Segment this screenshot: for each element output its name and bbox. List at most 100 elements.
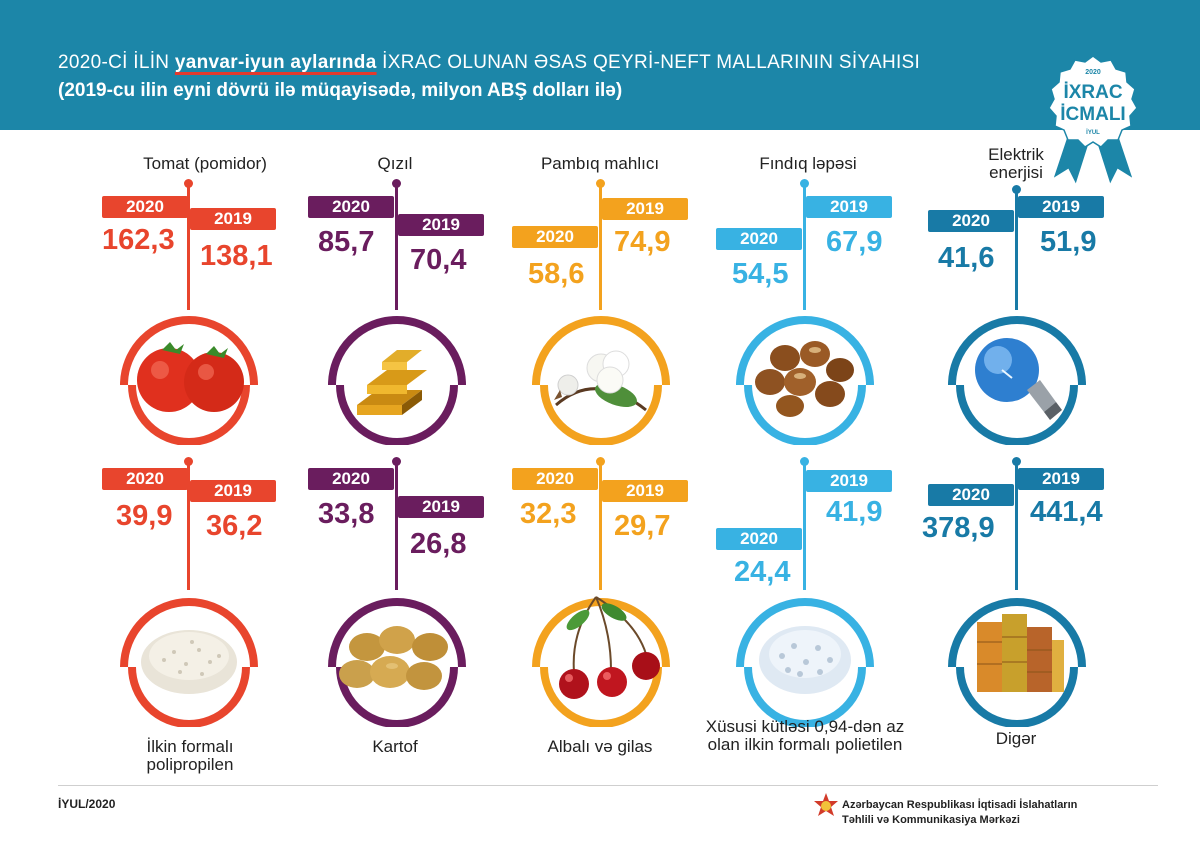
connector-dot (392, 457, 401, 466)
year-2020-label: 2020 (308, 196, 394, 218)
value-2019: 67,9 (826, 226, 883, 258)
connector-line (599, 464, 602, 590)
gold-bars-icon (357, 350, 427, 415)
connector-line (1015, 192, 1018, 310)
potato-gauge (328, 598, 466, 727)
badge-month: İYUL (1086, 129, 1100, 136)
year-2019-label: 2019 (806, 196, 892, 218)
cotton-gauge (532, 316, 670, 445)
connector-dot (596, 457, 605, 466)
value-2019: 70,4 (410, 244, 467, 276)
containers-icon (977, 614, 1064, 692)
product-name-polypropylene: İlkin formalı polipropilen (146, 737, 234, 774)
tomato-icon (137, 342, 244, 412)
emblem-icon (814, 793, 838, 816)
value-2019: 36,2 (206, 510, 263, 542)
value-2019: 441,4 (1030, 496, 1103, 528)
connector-line (599, 186, 602, 310)
connector-dot (1012, 185, 1021, 194)
value-2020: 162,3 (102, 224, 175, 256)
year-2019-label: 2019 (1018, 196, 1104, 218)
page-subtitle: (2019-cu ilin eyni dövrü ilə müqayisədə,… (58, 80, 623, 101)
value-2020: 85,7 (318, 226, 375, 258)
connector-line (395, 186, 398, 310)
value-2020: 39,9 (116, 500, 173, 532)
product-name-cotton: Pambıq mahlıcı (540, 154, 660, 173)
other-gauge (948, 598, 1086, 727)
value-2019: 26,8 (410, 528, 467, 560)
light-bulb-icon (975, 338, 1062, 420)
badge-year: 2020 (1085, 69, 1101, 76)
header-banner: 2020-Cİ İLİN yanvar-iyun aylarında İXRAC… (0, 0, 1200, 130)
tomato-gauge (120, 316, 258, 445)
product-name-electricity: Elektrik enerjisi (988, 145, 1044, 182)
year-2019-label: 2019 (602, 198, 688, 220)
value-2019: 51,9 (1040, 226, 1097, 258)
value-2020: 32,3 (520, 498, 577, 530)
year-2019-label: 2019 (190, 208, 276, 230)
connector-line (803, 464, 806, 590)
connector-dot (392, 179, 401, 188)
year-2019-label: 2019 (398, 496, 484, 518)
value-2019: 138,1 (200, 240, 273, 272)
connector-line (187, 464, 190, 590)
year-2020-label: 2020 (928, 210, 1014, 232)
hazelnut-gauge (736, 316, 874, 445)
potato-icon (339, 626, 448, 690)
connector-line (395, 464, 398, 590)
connector-dot (800, 179, 809, 188)
year-2019-label: 2019 (398, 214, 484, 236)
footer-date: İYUL/2020 (58, 797, 116, 811)
value-2020: 54,5 (732, 258, 789, 290)
year-2019-label: 2019 (806, 470, 892, 492)
connector-dot (596, 179, 605, 188)
year-2020-label: 2020 (102, 196, 188, 218)
polyethylene-granules-icon (759, 626, 851, 694)
product-name-other: Digər (995, 729, 1037, 748)
connector-line (803, 186, 806, 310)
product-name-hazelnut: Fındıq ləpəsi (759, 154, 857, 173)
organization-name: Azərbaycan Respublikası İqtisadi İslahat… (842, 799, 1078, 826)
year-2019-label: 2019 (602, 480, 688, 502)
year-2019-label: 2019 (1018, 468, 1104, 490)
year-2020-label: 2020 (308, 468, 394, 490)
gold-gauge (328, 316, 466, 445)
product-name-cherry: Albalı və gilas (547, 737, 653, 756)
year-2020-label: 2020 (716, 528, 802, 550)
polypropylene-granules-icon (141, 630, 237, 694)
value-2020: 33,8 (318, 498, 375, 530)
connector-dot (184, 179, 193, 188)
value-2020: 378,9 (922, 512, 995, 544)
connector-dot (1012, 457, 1021, 466)
ixrac-icmali-badge: 2020 İXRAC İCMALI İYUL (1048, 55, 1138, 189)
value-2020: 58,6 (528, 258, 585, 290)
cotton-icon (554, 350, 647, 412)
year-2019-label: 2019 (190, 480, 276, 502)
badge-line1: İXRAC (1063, 82, 1122, 103)
year-2020-label: 2020 (512, 226, 598, 248)
value-2019: 41,9 (826, 496, 883, 528)
polyethylene-gauge (736, 598, 874, 727)
product-name-potato: Kartof (372, 737, 418, 756)
hazelnut-icon (755, 341, 854, 417)
electricity-gauge (948, 316, 1086, 445)
product-name-polyethylene: Xüsusi kütləsi 0,94-dən az olan ilkin fo… (705, 717, 905, 754)
year-2020-label: 2020 (928, 484, 1014, 506)
polypropylene-gauge (120, 598, 258, 727)
year-2020-label: 2020 (512, 468, 598, 490)
footer-divider (58, 785, 1158, 786)
product-name-tomato: Tomat (pomidor) (143, 154, 267, 173)
page-title: 2020-Cİ İLİN yanvar-iyun aylarında İXRAC… (58, 52, 921, 73)
value-2020: 24,4 (734, 556, 791, 588)
badge-line2: İCMALI (1060, 104, 1125, 125)
connector-line (1015, 464, 1018, 590)
cherry-gauge (532, 596, 670, 727)
connector-dot (800, 457, 809, 466)
value-2020: 41,6 (938, 242, 995, 274)
year-2020-label: 2020 (102, 468, 188, 490)
connector-dot (184, 457, 193, 466)
value-2019: 74,9 (614, 226, 671, 258)
title-highlight: yanvar-iyun aylarında (174, 52, 377, 73)
product-name-gold: Qızıl (377, 154, 413, 173)
cherry-icon (559, 596, 660, 699)
